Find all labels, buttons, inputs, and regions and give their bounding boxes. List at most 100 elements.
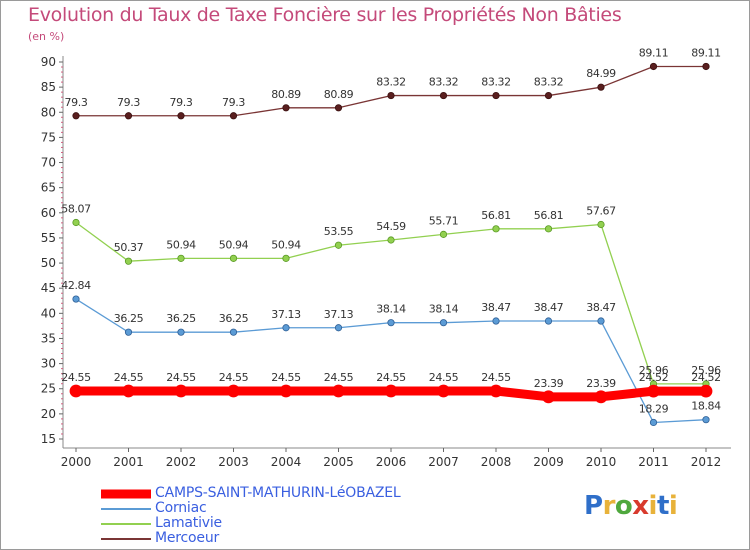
data-point-lamativie xyxy=(334,241,343,249)
data-point-camps xyxy=(384,384,398,398)
legend-label-lamativie: Lamativie xyxy=(155,515,222,531)
data-point-mercoeur xyxy=(282,104,290,112)
data-label-corniac: 38.14 xyxy=(429,303,459,316)
data-point-mercoeur xyxy=(229,112,238,120)
data-point-lamativie xyxy=(387,236,395,244)
data-label-corniac: 37.13 xyxy=(271,308,301,321)
legend-label-camps: CAMPS-SAINT-MATHURIN-LéOBAZEL xyxy=(155,485,401,501)
data-label-mercoeur: 84.99 xyxy=(586,67,616,80)
y-tick-label: 45 xyxy=(41,281,56,295)
x-tick-label: 2008 xyxy=(481,455,512,469)
data-label-camps: 24.55 xyxy=(219,371,249,384)
data-label-lamativie: 53.55 xyxy=(324,225,354,238)
data-label-mercoeur: 89.11 xyxy=(639,46,669,59)
legend-swatch-camps xyxy=(101,489,151,498)
data-label-camps: 24.55 xyxy=(114,371,144,384)
y-tick-label: 65 xyxy=(41,181,56,195)
data-label-camps: 24.55 xyxy=(271,371,301,384)
x-tick-label: 2012 xyxy=(691,455,722,469)
x-tick-label: 2007 xyxy=(428,455,459,469)
logo-letter: i xyxy=(648,491,658,521)
x-tick-label: 2004 xyxy=(271,455,302,469)
data-point-camps xyxy=(332,384,345,398)
data-point-camps xyxy=(699,384,713,398)
data-label-corniac: 38.47 xyxy=(534,301,564,314)
data-point-camps xyxy=(489,384,503,398)
logo-letter: t xyxy=(656,491,669,521)
data-point-mercoeur xyxy=(72,112,80,120)
legend-item-mercoeur: Mercoeur xyxy=(101,531,401,546)
data-label-mercoeur: 83.32 xyxy=(376,76,406,89)
data-label-camps: 24.52 xyxy=(691,371,721,384)
data-label-mercoeur: 79.3 xyxy=(65,96,88,109)
data-label-mercoeur: 79.3 xyxy=(170,96,193,109)
data-point-corniac xyxy=(649,418,658,427)
data-label-lamativie: 55.71 xyxy=(429,214,459,227)
data-label-lamativie: 50.37 xyxy=(114,241,144,254)
data-label-camps: 23.39 xyxy=(586,377,616,390)
logo-letter: x xyxy=(632,491,649,521)
data-point-lamativie xyxy=(439,230,448,238)
data-label-camps: 23.39 xyxy=(534,377,564,390)
data-point-camps xyxy=(437,384,450,398)
legend-swatch-corniac xyxy=(101,507,151,510)
y-tick-label: 75 xyxy=(41,130,56,144)
data-point-camps xyxy=(69,384,83,398)
y-tick-label: 50 xyxy=(41,256,56,270)
legend-label-mercoeur: Mercoeur xyxy=(155,530,220,546)
data-label-lamativie: 50.94 xyxy=(219,238,249,251)
legend-item-corniac: Corniac xyxy=(101,501,401,516)
legend: CAMPS-SAINT-MATHURIN-LéOBAZEL Corniac La… xyxy=(101,486,401,546)
x-tick-label: 2006 xyxy=(376,455,407,469)
data-point-corniac xyxy=(597,317,605,325)
data-point-lamativie xyxy=(72,218,80,227)
data-point-camps xyxy=(227,384,240,398)
data-label-lamativie: 54.59 xyxy=(376,220,406,233)
y-tick-label: 15 xyxy=(41,432,56,446)
y-tick-label: 20 xyxy=(41,407,56,421)
data-label-corniac: 37.13 xyxy=(324,308,354,321)
y-tick-label: 85 xyxy=(41,80,56,94)
legend-item-lamativie: Lamativie xyxy=(101,516,401,531)
data-label-corniac: 38.47 xyxy=(586,301,616,314)
data-label-mercoeur: 80.89 xyxy=(324,88,354,101)
data-label-corniac: 36.25 xyxy=(114,312,144,325)
data-label-corniac: 42.84 xyxy=(61,279,91,292)
data-label-lamativie: 25.96 xyxy=(639,364,669,377)
y-tick-label: 30 xyxy=(41,357,56,371)
data-point-corniac xyxy=(334,324,343,332)
data-label-corniac: 38.47 xyxy=(481,301,511,314)
data-label-corniac: 36.25 xyxy=(166,312,196,325)
data-label-mercoeur: 83.32 xyxy=(534,76,564,89)
data-label-lamativie: 58.07 xyxy=(61,203,91,216)
data-point-mercoeur xyxy=(439,91,448,100)
chart-title: Evolution du Taux de Taxe Foncière sur l… xyxy=(28,4,622,26)
data-point-corniac xyxy=(124,328,133,336)
y-tick-label: 35 xyxy=(41,331,56,345)
y-tick-label: 70 xyxy=(41,156,56,170)
x-tick-label: 2005 xyxy=(323,455,354,469)
data-point-lamativie xyxy=(282,254,290,262)
data-label-lamativie: 50.94 xyxy=(271,238,301,251)
x-tick-label: 2002 xyxy=(166,455,197,469)
data-point-camps xyxy=(542,390,555,404)
y-tick-label: 25 xyxy=(41,382,56,396)
data-label-camps: 24.55 xyxy=(376,371,406,384)
data-point-camps xyxy=(174,384,188,398)
data-label-lamativie: 25.96 xyxy=(691,364,721,377)
data-point-corniac xyxy=(544,317,553,325)
data-label-lamativie: 56.81 xyxy=(534,209,564,222)
data-point-lamativie xyxy=(597,220,605,229)
unit-label: (en %) xyxy=(28,30,65,43)
data-label-lamativie: 50.94 xyxy=(166,238,196,251)
data-point-lamativie xyxy=(544,225,553,233)
data-point-mercoeur xyxy=(124,112,133,120)
legend-item-camps: CAMPS-SAINT-MATHURIN-LéOBAZEL xyxy=(101,486,401,501)
data-point-lamativie xyxy=(229,254,238,262)
data-point-corniac xyxy=(72,295,80,303)
data-point-camps xyxy=(122,384,135,398)
legend-swatch-mercoeur xyxy=(101,537,151,540)
data-point-camps xyxy=(647,384,660,398)
